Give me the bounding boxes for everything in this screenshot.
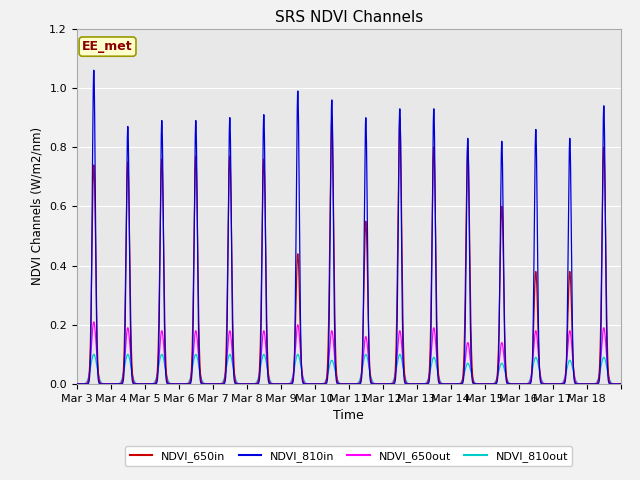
Title: SRS NDVI Channels: SRS NDVI Channels: [275, 10, 423, 25]
Legend: NDVI_650in, NDVI_810in, NDVI_650out, NDVI_810out: NDVI_650in, NDVI_810in, NDVI_650out, NDV…: [125, 446, 572, 466]
X-axis label: Time: Time: [333, 409, 364, 422]
Y-axis label: NDVI Channels (W/m2/nm): NDVI Channels (W/m2/nm): [31, 127, 44, 286]
Text: EE_met: EE_met: [82, 40, 133, 53]
